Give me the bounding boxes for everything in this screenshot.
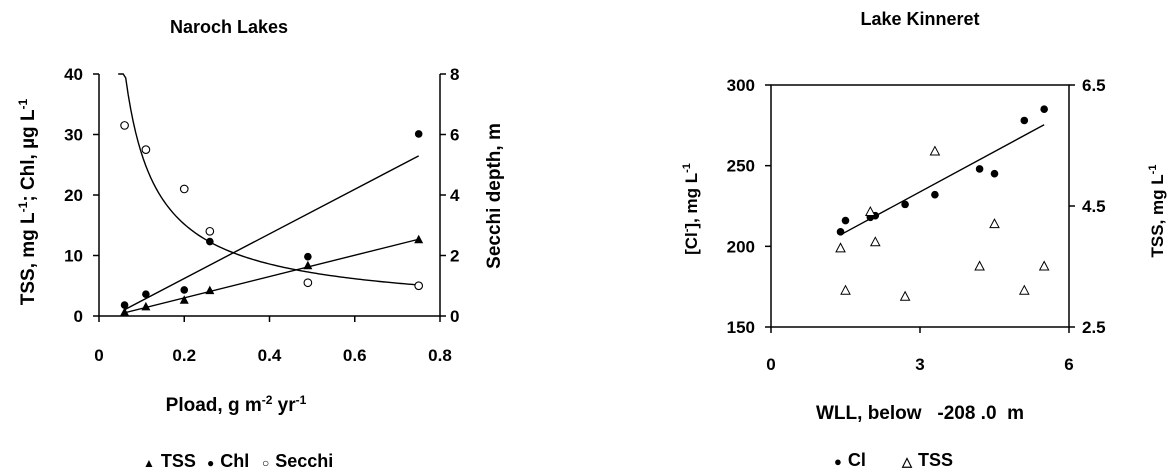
y-tick-label: 20: [64, 186, 83, 205]
point-chl: [120, 301, 129, 309]
chart-title: Lake Kinneret: [860, 9, 979, 29]
point-tss: [303, 260, 313, 270]
x-tick-label: 0.8: [428, 346, 452, 365]
point-chl: [414, 130, 423, 138]
y2-tick-label: 2.5: [1082, 318, 1106, 337]
point-chl: [206, 237, 214, 246]
point-cl: [990, 169, 999, 178]
y-axis-title: TSS, mg L-1; Chl, µg L-1: [16, 98, 39, 305]
point-secchi: [205, 226, 215, 236]
legend-tss: ▲ TSS: [143, 451, 196, 471]
point-tss: [869, 236, 881, 247]
point-chl: [180, 286, 189, 294]
point-tss: [1018, 284, 1030, 295]
point-secchi: [141, 145, 151, 154]
y2-tick-label: 6: [450, 126, 459, 145]
y-tick-label: 200: [727, 237, 755, 256]
y2-tick-label: 8: [450, 65, 459, 84]
chart-naroch: Naroch Lakes 0 0.2 0.4 0.6 0.8 0 10 20 30 40 0 2 4 6 8…: [16, 17, 505, 471]
point-tss: [1038, 260, 1050, 271]
y-tick-label: 40: [64, 65, 83, 84]
point-cl: [841, 216, 850, 225]
x-tick-label: 0.6: [343, 346, 367, 365]
point-cl: [1020, 116, 1029, 125]
point-secchi: [414, 281, 424, 291]
point-tss: [179, 295, 189, 304]
trend-lines: [118, 73, 420, 314]
y-tick-label: 0: [74, 307, 83, 326]
tick-labels: 0 3 6 150 200 250 300 2.5 4.5 6.5: [727, 76, 1106, 374]
point-chl: [304, 252, 312, 261]
point-cl: [836, 228, 845, 236]
point-tss: [120, 307, 130, 316]
x-tick-label: 0.2: [172, 346, 196, 365]
y-tick-label: 30: [64, 126, 83, 145]
point-cl: [1040, 105, 1048, 113]
y2-tick-label: 6.5: [1082, 76, 1106, 95]
tick-marks: [93, 73, 446, 322]
y-tick-label: 150: [727, 318, 755, 337]
point-tss: [141, 301, 151, 311]
y-tick-label: 250: [727, 157, 755, 176]
y2-tick-label: 2: [450, 247, 459, 266]
point-cl: [975, 165, 984, 173]
point-tss: [989, 218, 1000, 229]
point-tss: [414, 234, 424, 244]
point-tss: [835, 242, 846, 253]
chart-title: Naroch Lakes: [170, 17, 288, 37]
data-points: [835, 105, 1050, 301]
point-secchi: [120, 121, 129, 130]
x-tick-label: 3: [915, 355, 924, 374]
y2-axis-title: Secchi depth, m: [484, 123, 505, 269]
y-tick-label: 300: [727, 76, 755, 95]
legend-cl: ● Cl: [834, 450, 866, 470]
x-tick-label: 0: [766, 355, 775, 374]
trend-curve-secchi: [118, 73, 419, 286]
chart-kinneret: Lake Kinneret 0 3 6 150 200 250 300 2.5 4.5 6.5 W…: [681, 9, 1167, 470]
y2-tick-label: 0: [450, 307, 459, 326]
y-tick-label: 10: [64, 247, 83, 266]
point-cl: [901, 200, 909, 209]
point-tss: [865, 205, 876, 217]
y2-axis-title: TSS, mg L-1: [1147, 165, 1167, 258]
legend-secchi: ○ Secchi: [262, 451, 333, 471]
legend-tss: △ TSS: [901, 450, 953, 470]
y-axis-title: [Cl-], mg L-1: [681, 163, 701, 255]
trend-line-chl: [124, 155, 420, 311]
point-secchi: [179, 184, 189, 194]
point-cl: [931, 190, 939, 199]
x-tick-label: 0: [94, 346, 103, 365]
point-tss: [205, 285, 215, 295]
x-tick-label: 6: [1064, 355, 1073, 374]
x-axis-title: WLL, below -208 .0 m: [816, 403, 1024, 424]
trend-line-tss: [124, 238, 419, 314]
point-tss: [899, 290, 911, 301]
x-axis-title: Pload, g m-2 yr-1: [166, 393, 307, 416]
x-tick-label: 0.4: [258, 346, 282, 365]
point-chl: [142, 290, 150, 299]
y2-tick-label: 4: [450, 186, 460, 205]
y2-tick-label: 4.5: [1082, 197, 1106, 216]
tick-marks: [765, 84, 1075, 333]
point-tss: [974, 260, 985, 271]
point-tss: [840, 284, 851, 295]
data-points: [120, 121, 424, 316]
point-tss: [929, 145, 941, 156]
legend-chl: ● Chl: [207, 451, 249, 471]
legend: ▲ TSS ● Chl ○ Secchi: [143, 451, 333, 471]
legend: ● Cl △ TSS: [834, 450, 953, 470]
point-secchi: [303, 278, 313, 288]
tick-labels: 0 0.2 0.4 0.6 0.8 0 10 20 30 40 0 2 4 6 8: [64, 65, 460, 365]
